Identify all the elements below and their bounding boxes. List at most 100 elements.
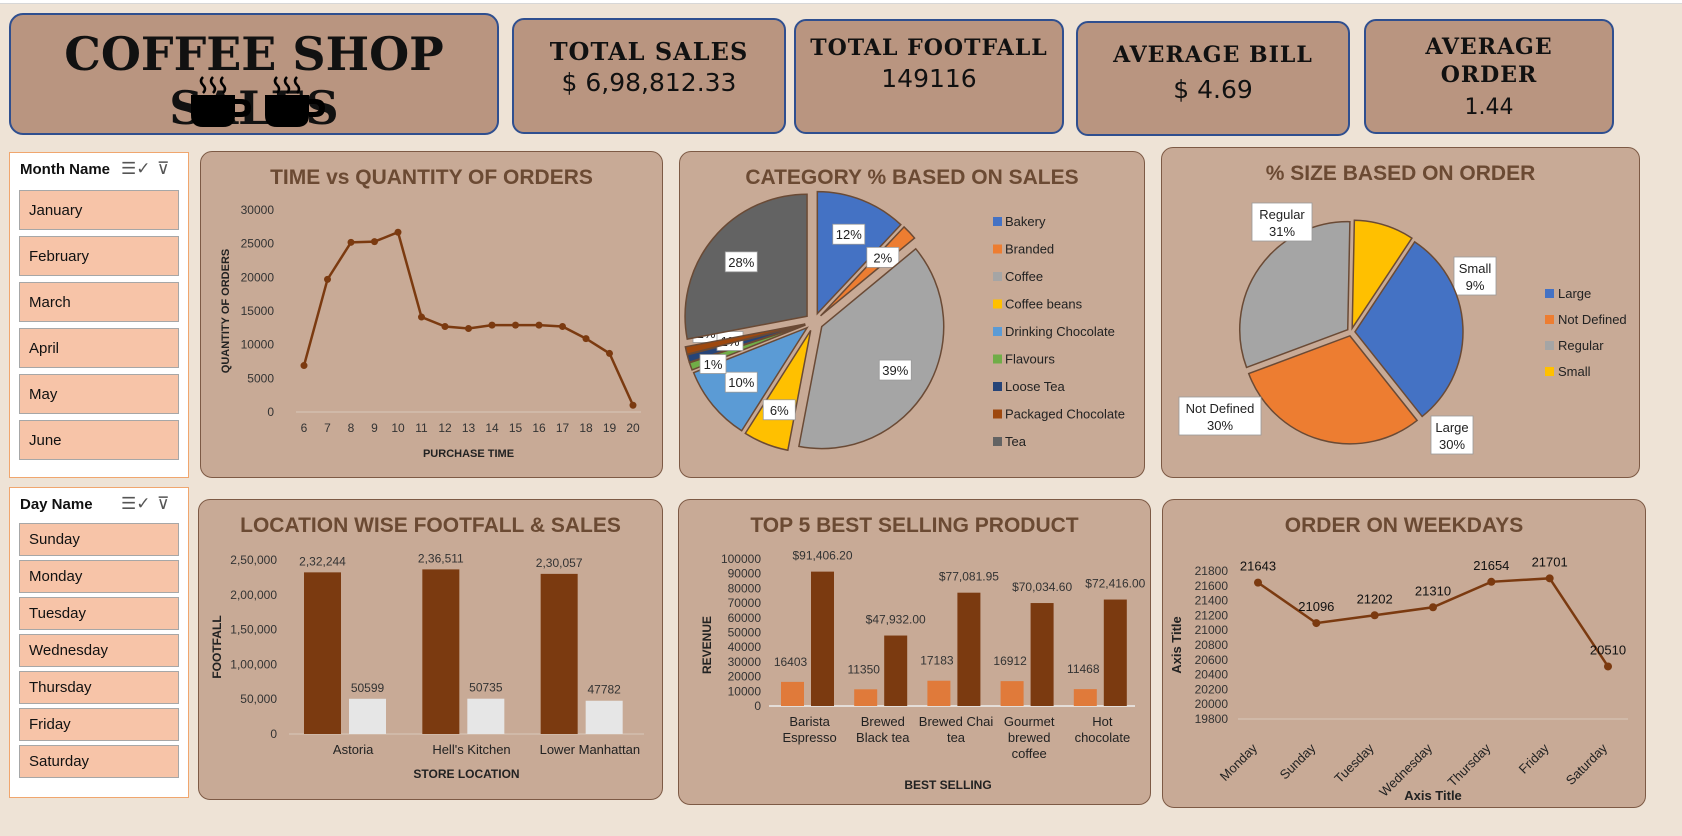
data-label: 50599 (351, 681, 385, 695)
kpi-total-footfall: TOTAL FOOTFALL 149116 (794, 19, 1064, 134)
dashboard-title: COFFEE SHOP SALES (64, 27, 444, 135)
y-tick-label: 21600 (1195, 579, 1229, 593)
clear-filter-icon[interactable]: ⊽ (157, 494, 170, 513)
multi-select-icon[interactable]: ☰✓ (121, 159, 151, 178)
slicer-item[interactable]: Saturday (19, 745, 179, 778)
data-label: 21310 (1415, 583, 1451, 598)
bar (304, 572, 341, 734)
y-axis-title: FOOTFALL (210, 615, 224, 678)
chart-title: CATEGORY % BASED ON SALES (745, 166, 1079, 189)
data-label-box (1453, 256, 1497, 296)
data-label: 21701 (1532, 554, 1568, 569)
kpi-value: 1.44 (1464, 95, 1514, 120)
data-label-box (1430, 415, 1474, 455)
legend-swatch (993, 382, 1002, 391)
data-label: $72,416.00 (1085, 577, 1145, 591)
data-label: 21643 (1240, 559, 1276, 574)
pie-slice (798, 247, 945, 450)
y-tick-label: 50,000 (240, 692, 277, 706)
multi-select-icon[interactable]: ☰✓ (121, 494, 151, 513)
kpi-average-bill: AVERAGE BILL $ 4.69 (1076, 21, 1350, 136)
data-label-box (699, 354, 727, 374)
data-label: 12% (836, 227, 862, 242)
bar (811, 571, 834, 706)
slicer-item[interactable]: May (19, 374, 179, 414)
slicer-item[interactable]: February (19, 236, 179, 276)
data-point (394, 228, 402, 236)
x-tick-label: 14 (485, 421, 499, 435)
data-label: 47782 (587, 683, 621, 697)
legend-swatch (993, 299, 1002, 309)
bar (422, 569, 460, 734)
slicer-item[interactable]: Monday (19, 560, 179, 593)
slicer-item[interactable]: Tuesday (19, 597, 179, 630)
data-label: $70,034.60 (1012, 580, 1072, 594)
slicer-item[interactable]: June (19, 420, 179, 460)
data-label: Regular (1259, 207, 1305, 222)
kpi-average-order: AVERAGE ORDER 1.44 (1364, 19, 1614, 134)
chart-title: LOCATION WISE FOOTFALL & SALES (240, 514, 621, 537)
data-label-box (866, 246, 900, 268)
x-tick-label: Thursday (1445, 740, 1494, 789)
y-tick-label: 0 (267, 405, 274, 419)
slicer-header: Day Name (20, 496, 93, 513)
data-label: 17183 (920, 654, 954, 668)
data-label-box (832, 223, 866, 245)
slicer-item[interactable]: March (19, 282, 179, 322)
y-tick-label: 21800 (1195, 564, 1229, 578)
x-tick-label: Black tea (856, 730, 910, 745)
data-label: 9% (1466, 278, 1485, 293)
slicer-item[interactable]: Wednesday (19, 634, 179, 667)
bar (957, 592, 981, 706)
bar (1073, 689, 1097, 706)
y-tick-label: 20000 (728, 670, 762, 684)
bar (1103, 599, 1127, 706)
legend-swatch (1545, 341, 1554, 350)
y-tick-label: 20000 (241, 270, 275, 284)
chart-title: TIME vs QUANTITY OF ORDERS (270, 166, 593, 189)
x-tick-label: 13 (462, 421, 476, 435)
x-tick-label: Espresso (782, 730, 836, 745)
x-tick-label: 10 (391, 421, 405, 435)
x-tick-label: 15 (509, 421, 523, 435)
title-banner: COFFEE SHOP SALES (9, 13, 499, 135)
legend-label: Loose Tea (1005, 379, 1066, 394)
y-tick-label: 20400 (1195, 668, 1229, 682)
x-tick-label: 8 (348, 421, 355, 435)
legend-label: Coffee (1005, 269, 1043, 284)
clear-filter-icon[interactable]: ⊽ (157, 159, 170, 178)
data-label: Small (1459, 261, 1492, 276)
month-slicer[interactable]: Month Name ☰✓ ⊽ January February March A… (9, 152, 189, 478)
y-tick-label: 20000 (1195, 697, 1229, 711)
bar (1000, 681, 1024, 706)
slicer-item[interactable]: April (19, 328, 179, 368)
data-point (441, 322, 449, 330)
data-label: 20510 (1590, 642, 1626, 657)
y-axis-title: QUANTITY OF ORDERS (220, 249, 232, 373)
y-tick-label: 0 (270, 727, 277, 741)
data-point (1604, 662, 1612, 671)
day-slicer[interactable]: Day Name ☰✓ ⊽ Sunday Monday Tuesday Wedn… (9, 487, 189, 798)
y-tick-label: 20200 (1195, 682, 1229, 696)
slicer-item[interactable]: Thursday (19, 671, 179, 704)
data-point (465, 325, 472, 333)
kpi-value: 149116 (881, 64, 977, 93)
legend-swatch (993, 244, 1002, 254)
slicer-item[interactable]: Friday (19, 708, 179, 741)
y-tick-label: 1,50,000 (230, 623, 277, 637)
x-tick-label: Astoria (333, 742, 374, 757)
x-tick-label: 17 (556, 421, 570, 435)
pie-slice (1247, 334, 1419, 445)
kpi-label: TOTAL SALES (549, 37, 749, 66)
data-point (535, 321, 543, 329)
y-tick-label: 40000 (728, 640, 762, 654)
y-tick-label: 10000 (728, 684, 762, 698)
slicer-item[interactable]: January (19, 190, 179, 230)
data-label-box (1178, 396, 1262, 436)
chart-title: TOP 5 BEST SELLING PRODUCT (750, 514, 1079, 537)
y-tick-label: 50000 (728, 626, 762, 640)
x-tick-label: 18 (579, 421, 593, 435)
line-chart: 1980020000202002040020600208002100021200… (1169, 554, 1628, 803)
y-tick-label: 20600 (1195, 653, 1229, 667)
slicer-item[interactable]: Sunday (19, 523, 179, 556)
